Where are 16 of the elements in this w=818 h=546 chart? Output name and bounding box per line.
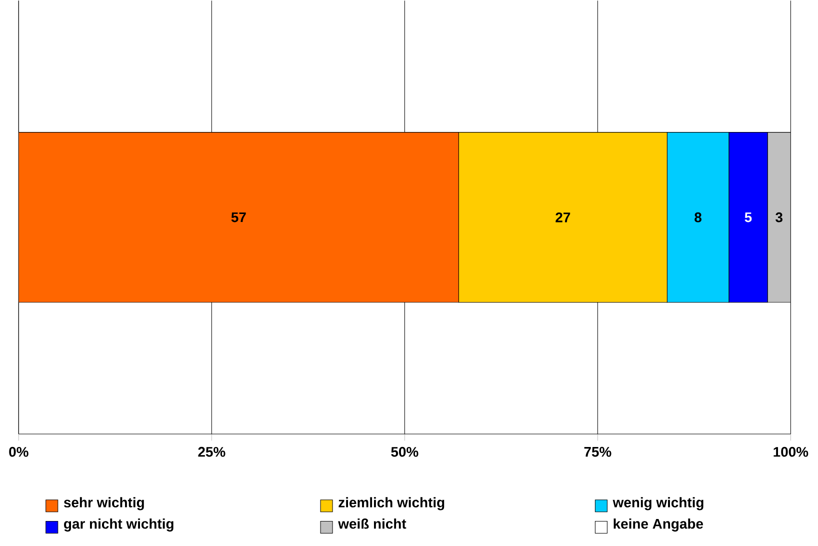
x-tick-label: 50% bbox=[391, 446, 418, 457]
legend-label: wenig wichtig bbox=[612, 497, 704, 510]
x-tick-label: 0% bbox=[9, 446, 28, 457]
legend-label: keine Angabe bbox=[614, 518, 703, 532]
data-label: 8 bbox=[694, 212, 702, 222]
data-label: 27 bbox=[556, 212, 570, 222]
data-label: 5 bbox=[744, 212, 752, 222]
data-label: 57 bbox=[231, 212, 246, 222]
data-label: 3 bbox=[776, 212, 782, 222]
x-tick-label: 100% bbox=[774, 446, 808, 457]
legend-label: sehr wichtig bbox=[64, 497, 144, 510]
legend-label: weiß nicht bbox=[338, 518, 406, 529]
x-tick-label: 25% bbox=[198, 446, 226, 457]
legend-label: ziemlich wichtig bbox=[338, 497, 444, 510]
x-tick-label: 75% bbox=[584, 446, 612, 457]
legend-label: gar nicht wichtig bbox=[64, 518, 174, 532]
